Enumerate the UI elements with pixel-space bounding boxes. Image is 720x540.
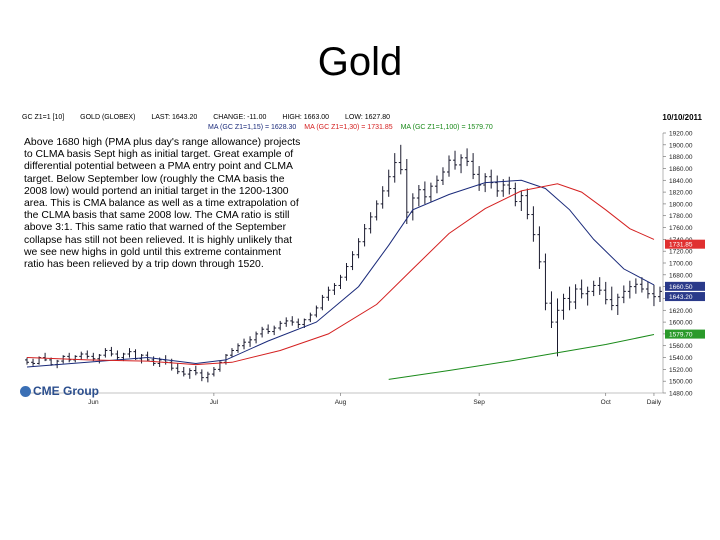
y-tick-label: 1860.00 bbox=[669, 166, 693, 173]
y-tick-label: 1780.00 bbox=[669, 213, 693, 220]
y-tick-label: 1480.00 bbox=[669, 391, 693, 398]
price-tag bbox=[665, 329, 705, 339]
price-tag-label: 1643.20 bbox=[669, 294, 693, 301]
y-tick-label: 1680.00 bbox=[669, 272, 693, 279]
ma-long-legend: MA (GC Z1=1,100) = 1579.70 bbox=[400, 124, 493, 131]
y-tick-label: 1540.00 bbox=[669, 355, 693, 362]
y-tick-label: 1600.00 bbox=[669, 320, 693, 327]
y-tick-label: 1720.00 bbox=[669, 249, 693, 256]
ma-legend: MA (GC Z1=1,15) = 1628.30 MA (GC Z1=1,30… bbox=[208, 124, 499, 131]
cme-group-logo: CME Group bbox=[20, 384, 99, 398]
ma-long-line bbox=[388, 334, 655, 380]
x-tick-label: Daily bbox=[647, 399, 662, 406]
ma-mid-legend: MA (GC Z1=1,30) = 1731.85 bbox=[304, 124, 393, 131]
ma-mid-line bbox=[26, 183, 655, 366]
annotation-text: Above 1680 high (PMA plus day's range al… bbox=[22, 136, 306, 273]
y-tick-label: 1560.00 bbox=[669, 343, 693, 350]
price-tag-label: 1731.85 bbox=[669, 242, 693, 249]
change-value: CHANGE: -11.00 bbox=[213, 114, 267, 121]
y-tick-label: 1500.00 bbox=[669, 379, 693, 386]
instrument-name: GOLD (GLOBEX) bbox=[80, 114, 136, 121]
x-tick-label: Sep bbox=[473, 399, 485, 406]
symbol-label: GC Z1=1 [10] bbox=[22, 114, 65, 121]
price-tag bbox=[665, 239, 705, 249]
x-tick-label: Jul bbox=[210, 399, 219, 406]
y-tick-label: 1820.00 bbox=[669, 190, 693, 197]
y-tick-label: 1840.00 bbox=[669, 178, 693, 185]
ma-short-legend: MA (GC Z1=1,15) = 1628.30 bbox=[208, 124, 297, 131]
y-tick-label: 1920.00 bbox=[669, 131, 693, 138]
last-price: LAST: 1643.20 bbox=[151, 114, 198, 121]
high-value: HIGH: 1663.00 bbox=[282, 114, 330, 121]
y-tick-label: 1880.00 bbox=[669, 154, 693, 161]
x-tick-label: Jun bbox=[88, 399, 99, 406]
ma-short-line bbox=[26, 179, 655, 368]
logo-text: CME Group bbox=[33, 384, 99, 398]
slide-title: Gold bbox=[317, 40, 403, 84]
price-tag bbox=[665, 292, 705, 302]
y-tick-label: 1800.00 bbox=[669, 201, 693, 208]
chart-panel: GC Z1=1 [10] GOLD (GLOBEX) LAST: 1643.20… bbox=[18, 105, 708, 417]
y-tick-label: 1700.00 bbox=[669, 261, 693, 268]
chart-header: GC Z1=1 [10] GOLD (GLOBEX) LAST: 1643.20… bbox=[22, 114, 404, 121]
chart-date: 10/10/2011 bbox=[662, 113, 702, 122]
price-tag-label: 1660.50 bbox=[669, 284, 693, 291]
price-chart: 1480.001500.001520.001540.001560.001580.… bbox=[24, 131, 705, 406]
low-value: LOW: 1627.80 bbox=[345, 114, 391, 121]
cme-globe-icon bbox=[20, 385, 31, 397]
y-tick-label: 1760.00 bbox=[669, 225, 693, 232]
x-tick-label: Oct bbox=[601, 399, 611, 406]
price-tag bbox=[665, 281, 705, 291]
y-tick-label: 1520.00 bbox=[669, 367, 693, 374]
price-tag-label: 1579.70 bbox=[669, 332, 693, 339]
y-tick-label: 1620.00 bbox=[669, 308, 693, 315]
x-tick-label: Aug bbox=[335, 399, 347, 406]
y-tick-label: 1900.00 bbox=[669, 142, 693, 149]
